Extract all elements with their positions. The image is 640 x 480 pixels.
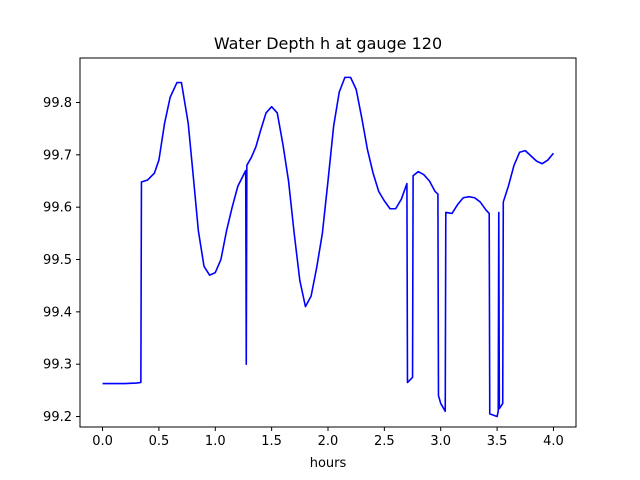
y-tick-label: 99.2 (43, 410, 72, 425)
series-line (102, 76, 555, 418)
y-tick-label: 99.5 (43, 253, 72, 268)
chart-title: Water Depth h at gauge 120 (214, 34, 442, 53)
x-tick-label: 4.0 (543, 434, 564, 449)
y-tick-label: 99.7 (43, 148, 72, 163)
x-axis-label: hours (310, 456, 347, 471)
y-tick-label: 99.3 (43, 358, 72, 373)
y-tick-label: 99.4 (43, 305, 72, 320)
x-tick-label: 0.0 (92, 434, 113, 449)
x-tick-label: 2.5 (374, 434, 395, 449)
x-tick-label: 2.0 (318, 434, 339, 449)
x-tick-label: 1.5 (261, 434, 282, 449)
y-axis-ticks: 99.2 99.3 99.4 99.5 99.6 99.7 99.8 (43, 96, 80, 425)
x-tick-label: 0.5 (149, 434, 170, 449)
x-axis-ticks: 0.0 0.5 1.0 1.5 2.0 2.5 3.0 3.5 4.0 (92, 427, 564, 449)
x-tick-label: 1.0 (205, 434, 226, 449)
y-tick-label: 99.8 (43, 96, 72, 111)
x-tick-label: 3.0 (430, 434, 451, 449)
x-tick-label: 3.5 (487, 434, 508, 449)
y-tick-label: 99.6 (43, 201, 72, 216)
